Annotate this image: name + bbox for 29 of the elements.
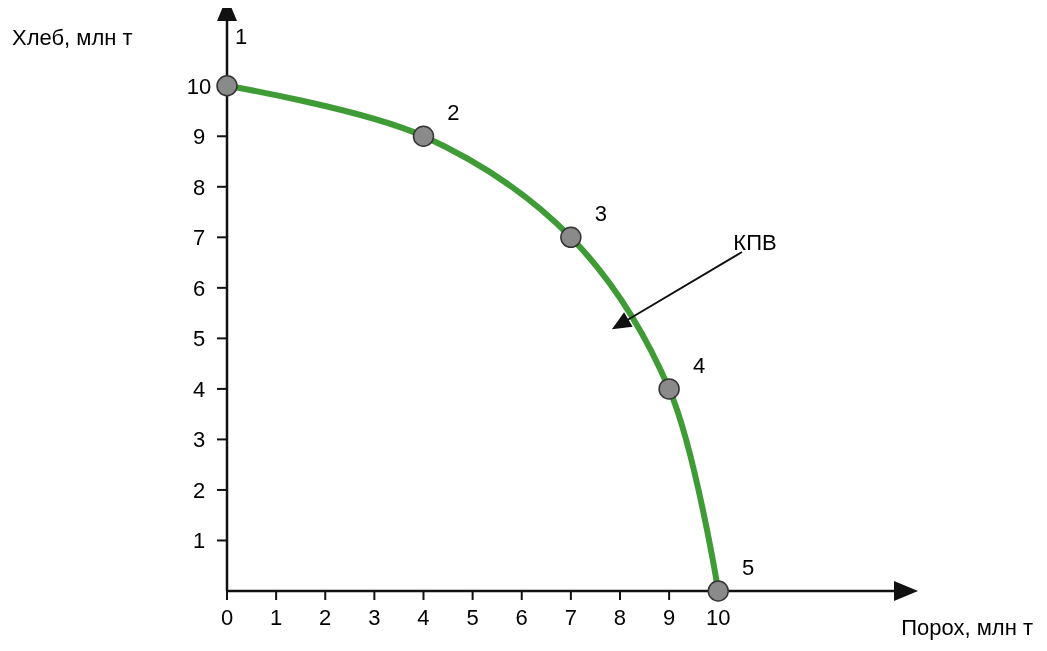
y-tick-label: 6 [192, 275, 206, 301]
y-tick-label: 4 [192, 376, 206, 402]
x-tick-label: 8 [613, 605, 627, 630]
x-tick-label: 3 [368, 605, 381, 630]
y-tick-label: 7 [192, 225, 206, 251]
x-axis-title: Порох, млн т [901, 615, 1033, 640]
x-tick-label: 2 [319, 605, 332, 630]
x-tick-label: 10 [706, 605, 731, 630]
x-tick-label: 1 [270, 605, 283, 630]
y-axis-title: Хлеб, млн т [12, 25, 133, 50]
y-tick-label: 8 [192, 174, 206, 200]
x-tick-label: 5 [466, 605, 479, 630]
x-tick-label: 6 [515, 605, 528, 630]
annotation: 3 [594, 201, 607, 227]
annotation: 1 [234, 23, 248, 49]
x-tick-label: 9 [662, 605, 676, 630]
x-tick-label: 0 [220, 605, 234, 630]
y-tick-label: 9 [192, 124, 206, 150]
y-tick-label: 2 [192, 477, 206, 503]
annotation: КПВ [733, 230, 777, 255]
y-tick-label: 1 [192, 528, 206, 554]
y-tick-label: 3 [192, 427, 206, 453]
annotation: 2 [447, 100, 460, 126]
annotation: 4 [692, 352, 706, 378]
x-tick-label: 4 [417, 605, 430, 630]
annotation: 5 [742, 555, 755, 580]
x-tick-label: 7 [564, 605, 577, 630]
y-tick-label: 10 [186, 73, 212, 99]
y-tick-label: 5 [192, 326, 206, 352]
